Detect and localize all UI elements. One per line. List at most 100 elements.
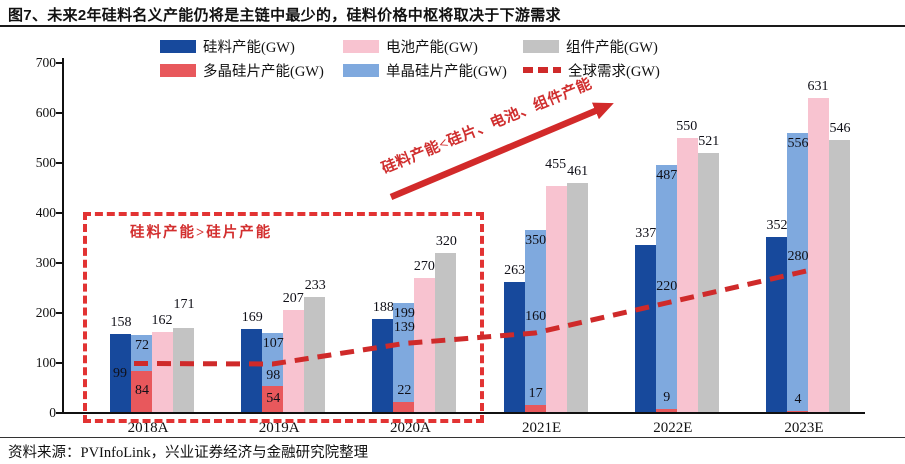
y-tick-label: 100 (35, 355, 56, 370)
label-demand-2019A: 98 (266, 368, 281, 383)
label-demand-2020A: 139 (393, 319, 415, 335)
bar-cell-2023E (808, 97, 829, 413)
label-mono-wafer-2018A: 72 (135, 338, 149, 353)
y-tick-mark (56, 212, 63, 214)
label-poly-wafer-2018A: 84 (135, 383, 149, 398)
y-tick-label: 500 (35, 155, 56, 170)
annotation-box-text: 硅料产能>硅片产能 (130, 225, 273, 241)
bar-cell-2019A (283, 309, 305, 413)
y-tick-mark (56, 312, 63, 314)
bar-silicon-2022E (634, 244, 656, 413)
x-category-label: 2020A (389, 420, 431, 436)
label-cell-2021E: 455 (545, 156, 567, 172)
label-demand-2021E: 160 (525, 309, 547, 324)
bar-silicon-2019A (241, 328, 263, 413)
figure-title: 图7、未来2年硅料名义产能仍将是主链中最少的，硅料价格中枢将取决于下游需求 (8, 7, 561, 24)
label-mono-wafer-2019A: 107 (262, 335, 284, 351)
label-cell-2023E: 631 (807, 78, 829, 94)
y-axis-line (62, 58, 64, 413)
label-silicon-2019A: 169 (241, 309, 263, 325)
label-poly-wafer-2020A: 22 (397, 383, 412, 398)
bar-module-2022E (697, 152, 719, 413)
label-module-2022E: 521 (698, 133, 720, 149)
legend-color-swatch (523, 39, 559, 53)
label-silicon-2022E: 337 (635, 225, 657, 241)
legend-color-swatch (343, 39, 379, 53)
legend-label: 单晶硅片产能(GW) (386, 63, 507, 80)
legend-label: 多晶硅片产能(GW) (203, 63, 324, 80)
y-tick-label: 0 (49, 405, 56, 420)
label-module-2020A: 320 (435, 234, 457, 249)
x-category-label: 2019A (258, 420, 300, 436)
label-cell-2018A: 162 (151, 313, 173, 328)
bar-silicon-2021E (503, 281, 525, 413)
bar-poly-wafer-2020A (393, 402, 415, 413)
y-tick-mark (56, 262, 63, 264)
x-category-label: 2022E (653, 420, 693, 436)
label-cell-2020A: 270 (413, 259, 435, 274)
y-tick-mark (56, 412, 63, 414)
label-module-2023E: 546 (829, 121, 851, 136)
legend-color-swatch (160, 63, 196, 77)
x-category-label: 2021E (522, 420, 562, 436)
label-silicon-2018A: 158 (110, 315, 132, 330)
label-demand-2018A: 99 (113, 365, 127, 381)
legend-item-1: 电池产能(GW) (343, 38, 478, 56)
label-poly-wafer-2019A: 54 (266, 390, 281, 406)
x-category-label: 2023E (784, 420, 824, 436)
label-silicon-2020A: 188 (372, 300, 394, 315)
x-category-label: 2018A (127, 420, 169, 436)
bar-module-2018A (173, 327, 194, 413)
bar-mono-wafer-2023E (787, 133, 808, 411)
y-tick-label: 600 (35, 105, 56, 120)
bar-cell-2018A (152, 332, 173, 413)
legend-item-4: 单晶硅片产能(GW) (343, 62, 507, 80)
legend-item-0: 硅料产能(GW) (160, 38, 295, 56)
legend-label: 硅料产能(GW) (203, 39, 295, 56)
label-mono-wafer-2022E: 487 (656, 168, 678, 183)
label-silicon-2021E: 263 (504, 262, 526, 278)
legend-item-2: 组件产能(GW) (523, 38, 658, 56)
bar-cell-2021E (545, 185, 567, 413)
bar-silicon-2023E (766, 237, 787, 413)
bar-poly-wafer-2018A (131, 371, 152, 413)
y-tick-label: 700 (35, 55, 56, 70)
source-text: 资料来源：PVInfoLink，兴业证券经济与金融研究院整理 (8, 445, 369, 461)
label-module-2021E: 461 (567, 163, 589, 179)
x-axis-line (63, 412, 865, 414)
bar-cell-2022E (676, 138, 698, 413)
bar-module-2019A (304, 296, 326, 413)
bar-module-2023E (829, 140, 850, 413)
bar-poly-wafer-2022E (655, 408, 677, 413)
bar-silicon-2020A (372, 319, 394, 413)
y-tick-mark (56, 162, 63, 164)
label-poly-wafer-2023E: 4 (794, 392, 802, 407)
label-demand-2023E: 280 (787, 249, 809, 264)
label-module-2018A: 171 (173, 296, 195, 312)
y-tick-label: 200 (35, 305, 56, 320)
label-cell-2022E: 550 (676, 119, 698, 134)
y-tick-mark (56, 362, 63, 364)
legend-color-swatch (160, 39, 196, 53)
y-tick-mark (56, 112, 63, 114)
legend-item-3: 多晶硅片产能(GW) (160, 62, 324, 80)
bar-cell-2020A (414, 278, 436, 413)
label-poly-wafer-2022E: 9 (663, 389, 671, 405)
legend-label: 组件产能(GW) (566, 39, 658, 56)
label-module-2019A: 233 (304, 277, 326, 293)
y-tick-label: 400 (35, 205, 56, 220)
bar-poly-wafer-2021E (524, 404, 546, 413)
legend-item-5: 全球需求(GW) (523, 62, 660, 80)
label-poly-wafer-2021E: 17 (528, 385, 543, 401)
label-silicon-2023E: 352 (766, 218, 788, 233)
bar-module-2021E (566, 182, 588, 413)
label-cell-2019A: 207 (282, 290, 304, 306)
label-mono-wafer-2021E: 350 (525, 232, 547, 248)
bar-module-2020A (435, 253, 457, 413)
bar-poly-wafer-2019A (262, 386, 284, 413)
legend-label: 全球需求(GW) (568, 63, 660, 80)
bar-silicon-2018A (110, 334, 131, 413)
legend-dashed-line-swatch (523, 67, 561, 73)
figure-title-bar: 图7、未来2年硅料名义产能仍将是主链中最少的，硅料价格中枢将取决于下游需求 (0, 0, 905, 27)
